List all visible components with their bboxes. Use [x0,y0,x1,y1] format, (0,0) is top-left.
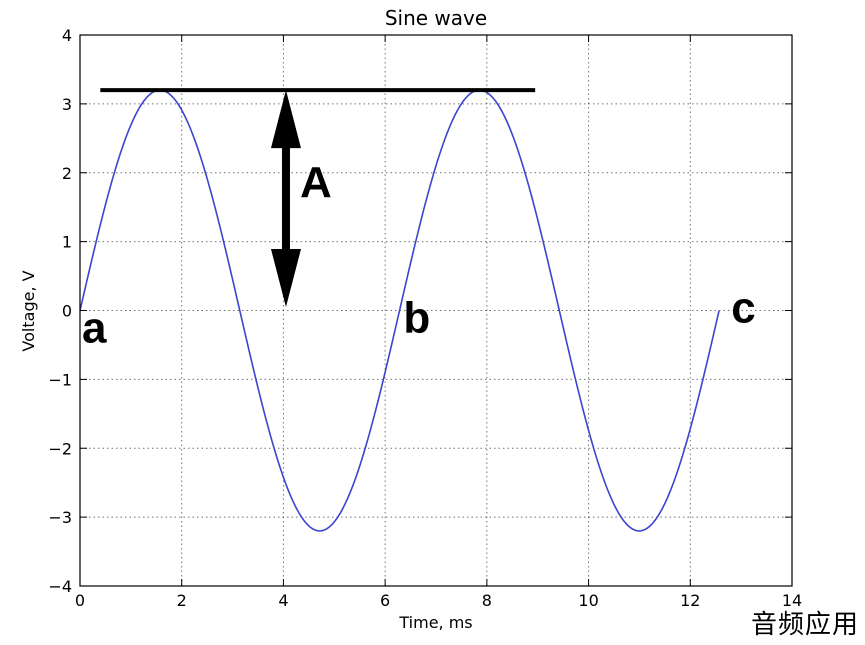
grid [80,35,792,586]
x-axis-label: Time, ms [398,613,472,632]
arrow-head-up [270,90,301,149]
amplitude-label: A [300,158,332,207]
y-tick-label: −4 [48,577,72,596]
point-label-b: b [403,294,430,343]
x-tick-label: 2 [177,591,187,610]
x-tick-label: 4 [278,591,288,610]
y-tick-label: 3 [62,95,72,114]
x-tick-label: 8 [482,591,492,610]
series-group [79,89,720,532]
y-axis-ticks: −4 −3 −2 −1 0 1 2 3 4 [48,26,792,596]
point-label-c: c [731,284,755,333]
chart-title: Sine wave [385,6,487,30]
y-tick-label: −2 [48,439,72,458]
point-label-a: a [82,304,107,353]
y-tick-label: 4 [62,26,72,45]
arrow-head-down [270,249,301,308]
x-axis-ticks: 0 2 4 6 8 10 12 14 [75,35,802,610]
amplitude-arrow [270,90,301,308]
watermark-text: 音频应用 [750,610,859,640]
x-tick-label: 0 [75,591,85,610]
y-axis-label: Voltage, V [19,270,38,351]
annotations: A a b c [82,88,756,353]
x-tick-label: 14 [782,591,802,610]
y-tick-label: 2 [62,164,72,183]
y-tick-label: 0 [62,302,72,321]
y-tick-label: 1 [62,233,72,252]
x-tick-label: 12 [680,591,700,610]
arrow-shaft [281,146,290,252]
y-tick-label: −3 [48,508,72,527]
x-tick-label: 10 [578,591,598,610]
series-line-0 [79,89,720,532]
x-tick-label: 6 [380,591,390,610]
y-tick-label: −1 [48,370,72,389]
